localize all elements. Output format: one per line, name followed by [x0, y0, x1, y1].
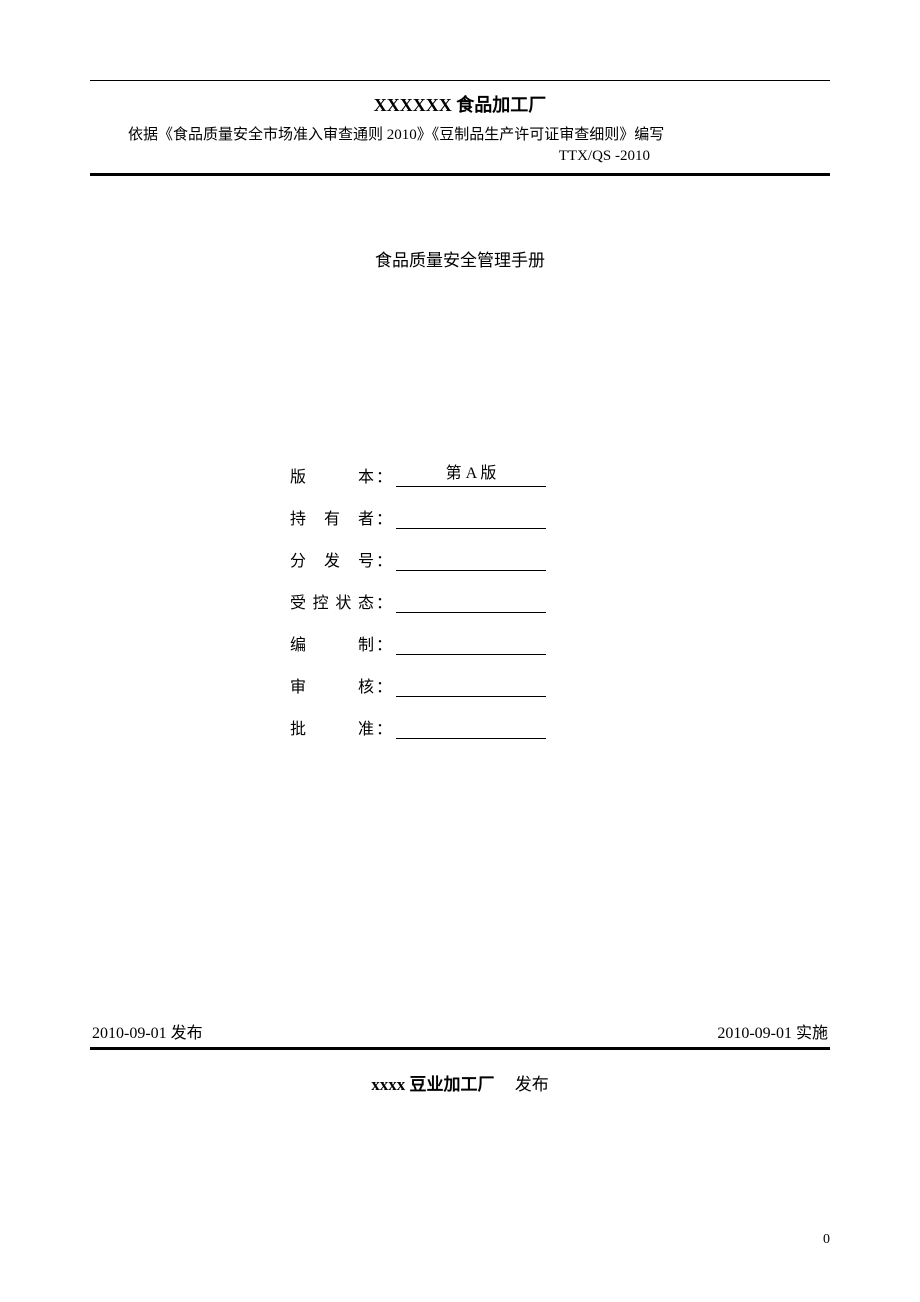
field-row-holder: 持 有 者 ： — [290, 503, 830, 529]
release-date: 2010-09-01 发布 — [92, 1019, 203, 1043]
field-value-reviewed-by — [396, 675, 546, 697]
publisher-name: xxxx 豆业加工厂 — [371, 1075, 494, 1094]
colon: ： — [376, 463, 392, 487]
colon: ： — [376, 505, 392, 529]
field-label-compiled-by: 编 制 — [290, 631, 374, 655]
field-label-approved-by: 批 准 — [290, 715, 374, 739]
field-value-version: 第 A 版 — [396, 465, 546, 487]
publisher-line: xxxx 豆业加工厂 发布 — [90, 1070, 830, 1095]
field-value-approved-by — [396, 717, 546, 739]
document-header: XXXXXX 食品加工厂 依据《食品质量安全市场准入审查通则 2010》《豆制品… — [90, 91, 830, 165]
field-label-version: 版 本 — [290, 463, 374, 487]
field-value-dist-no — [396, 549, 546, 571]
document-code: TTX/QS -2010 — [90, 148, 830, 165]
top-thin-divider — [90, 80, 830, 81]
field-value-holder — [396, 507, 546, 529]
field-row-control-status: 受控状态 ： — [290, 587, 830, 613]
field-label-reviewed-by: 审 核 — [290, 673, 374, 697]
colon: ： — [376, 589, 392, 613]
field-label-control-status: 受控状态 — [290, 589, 374, 613]
header-thick-divider — [90, 173, 830, 176]
field-row-approved-by: 批 准 ： — [290, 713, 830, 739]
page-number: 0 — [823, 1232, 830, 1248]
effective-date: 2010-09-01 实施 — [717, 1019, 828, 1043]
colon: ： — [376, 673, 392, 697]
company-name: XXXXXX 食品加工厂 — [90, 91, 830, 117]
field-row-dist-no: 分 发 号 ： — [290, 545, 830, 571]
fields-block: 版 本 ： 第 A 版 持 有 者 ： 分 发 号 ： 受控状态 ： 编 制 ：… — [290, 461, 830, 739]
colon: ： — [376, 547, 392, 571]
colon: ： — [376, 715, 392, 739]
dates-row: 2010-09-01 发布 2010-09-01 实施 — [90, 1019, 830, 1043]
field-value-compiled-by — [396, 633, 546, 655]
header-subtitle: 依据《食品质量安全市场准入审查通则 2010》《豆制品生产许可证审查细则》编写 — [90, 123, 830, 144]
field-row-compiled-by: 编 制 ： — [290, 629, 830, 655]
field-label-dist-no: 分 发 号 — [290, 547, 374, 571]
colon: ： — [376, 631, 392, 655]
document-title: 食品质量安全管理手册 — [90, 246, 830, 271]
field-row-version: 版 本 ： 第 A 版 — [290, 461, 830, 487]
publisher-suffix: 发布 — [515, 1075, 549, 1094]
footer-thick-divider — [90, 1047, 830, 1050]
field-label-holder: 持 有 者 — [290, 505, 374, 529]
field-value-control-status — [396, 591, 546, 613]
field-row-reviewed-by: 审 核 ： — [290, 671, 830, 697]
